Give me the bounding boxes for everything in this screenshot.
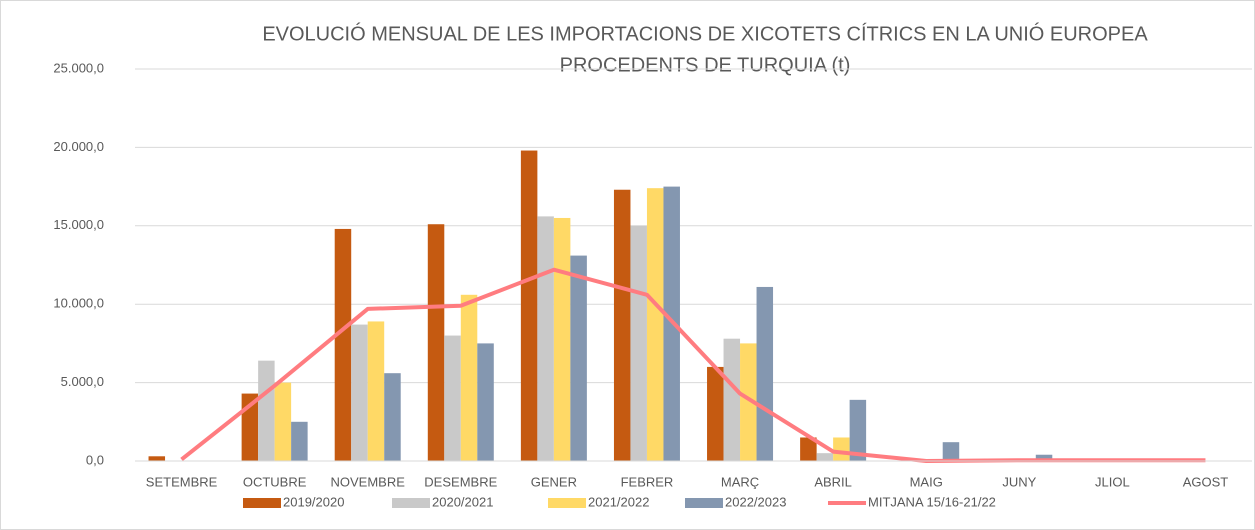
bar xyxy=(756,286,774,461)
bar xyxy=(553,217,571,461)
bar xyxy=(334,228,352,461)
bar xyxy=(849,399,867,461)
bar xyxy=(537,216,554,461)
bar xyxy=(258,360,275,461)
bar xyxy=(477,343,494,461)
bar xyxy=(816,453,834,461)
bar xyxy=(570,255,587,461)
y-tick-label: 0,0 xyxy=(86,452,104,467)
x-tick-label: NOVEMBRE xyxy=(331,474,406,489)
legend-label: 2022/2023 xyxy=(725,494,786,509)
bar xyxy=(444,335,461,461)
bar xyxy=(427,224,445,461)
bar xyxy=(646,188,664,461)
x-tick-label: SETEMBRE xyxy=(146,474,218,489)
x-tick-label: DESEMBRE xyxy=(424,474,497,489)
legend-swatch xyxy=(685,498,723,508)
bar xyxy=(351,324,368,461)
x-tick-label: JUNY xyxy=(1002,474,1036,489)
x-tick-label: AGOST xyxy=(1183,474,1229,489)
bar xyxy=(291,421,308,461)
legend-label: 2019/2020 xyxy=(283,494,344,509)
bar xyxy=(367,321,385,461)
y-tick-label: 20.000,0 xyxy=(53,139,104,154)
bar xyxy=(723,338,741,461)
bar xyxy=(707,366,724,461)
x-tick-label: MAIG xyxy=(910,474,943,489)
y-tick-label: 15.000,0 xyxy=(53,217,104,232)
x-tick-label: OCTUBRE xyxy=(243,474,307,489)
bar xyxy=(613,189,631,461)
x-tick-label: GENER xyxy=(531,474,577,489)
bar xyxy=(384,373,401,461)
chart-title: EVOLUCIÓ MENSUAL DE LES IMPORTACIONS DE … xyxy=(262,22,1148,45)
legend-swatch xyxy=(392,498,430,508)
bar xyxy=(630,225,647,461)
bar xyxy=(833,437,850,461)
y-tick-label: 10.000,0 xyxy=(53,296,104,311)
line xyxy=(180,267,1206,463)
bar xyxy=(460,294,478,461)
x-tick-label: MARÇ xyxy=(721,474,759,489)
legend-swatch xyxy=(243,498,281,508)
bar xyxy=(942,442,960,461)
chart-title: PROCEDENTS DE TURQUIA (t) xyxy=(560,54,851,76)
bar xyxy=(274,382,292,461)
bar xyxy=(740,343,757,461)
x-tick-label: ABRIL xyxy=(814,474,852,489)
bar xyxy=(148,456,166,461)
legend-label: 2020/2021 xyxy=(432,494,493,509)
legend-swatch xyxy=(548,498,586,508)
x-tick-label: FEBRER xyxy=(621,474,674,489)
y-tick-label: 5.000,0 xyxy=(61,374,104,389)
bar xyxy=(1035,454,1053,461)
bar xyxy=(520,150,538,461)
legend-label: MITJANA 15/16-21/22 xyxy=(868,494,996,509)
y-tick-label: 25.000,0 xyxy=(53,60,104,75)
legend-label: 2021/2022 xyxy=(588,494,649,509)
x-tick-label: JLIOL xyxy=(1095,474,1130,489)
bar xyxy=(800,437,817,461)
